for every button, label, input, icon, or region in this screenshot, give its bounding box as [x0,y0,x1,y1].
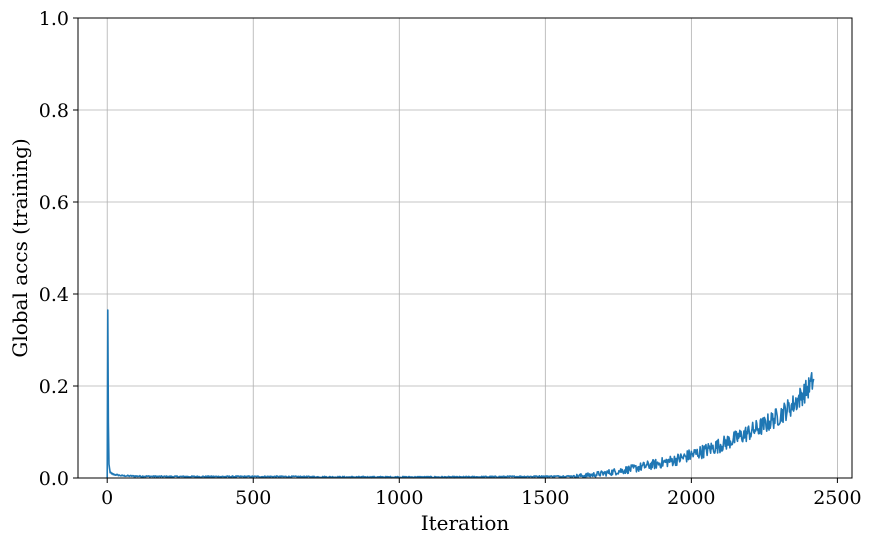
x-axis-label: Iteration [421,511,510,535]
plot-frame [77,17,853,479]
x-tick-label: 2500 [813,487,861,509]
x-tick-label: 2000 [667,487,715,509]
series-layer [106,309,815,479]
tick-layer: 0 500 1000 1500 2000 2500 0.0 0.2 0.4 0.6 0.8 1.0 [39,8,862,509]
x-tick-label: 500 [235,487,271,509]
y-tick-label: 1.0 [39,8,69,30]
y-tick-label: 0.8 [39,100,69,122]
y-tick-label: 0.0 [39,468,69,490]
y-tick-label: 0.2 [39,376,69,398]
x-tick-label: 1500 [521,487,569,509]
x-tick-label: 1000 [375,487,423,509]
y-axis-label: Global accs (training) [8,138,32,357]
series-line-0 [106,309,815,479]
grid-lines [78,17,852,479]
y-tick-label: 0.4 [39,284,69,306]
y-tick-label: 0.6 [39,192,69,214]
x-tick-label: 0 [101,487,113,509]
